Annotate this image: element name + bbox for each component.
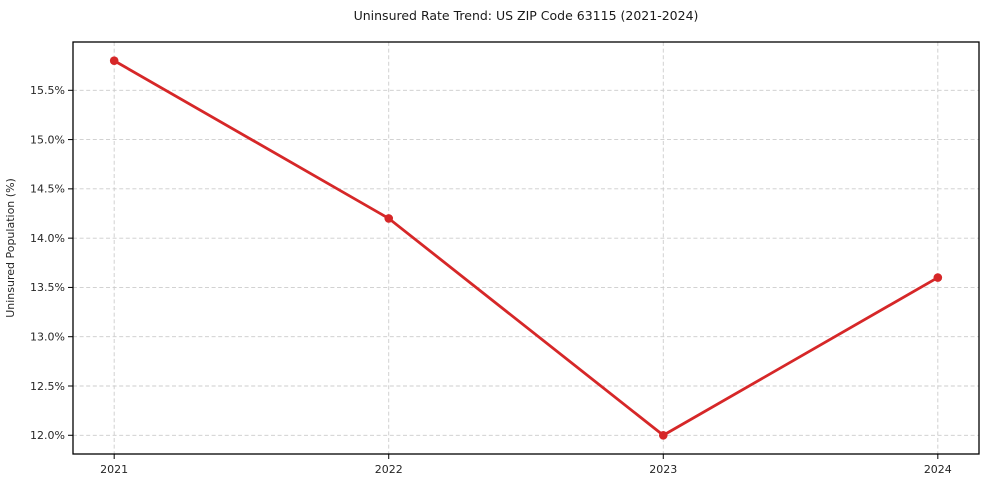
x-tick-label: 2022 — [375, 463, 403, 476]
x-tick-label: 2024 — [924, 463, 952, 476]
tick-layer: 12.0% 12.5% 13.0% 13.5% 14.0% 14.5% 15.0% 15.5%… — [30, 84, 952, 476]
plot-border — [72, 41, 980, 455]
x-tick-label: 2021 — [100, 463, 128, 476]
y-tick-label: 13.5% — [30, 281, 65, 294]
y-tick-label: 12.0% — [30, 429, 65, 442]
data-point-marker — [384, 214, 394, 223]
trend-line — [112, 59, 940, 437]
chart-title: Uninsured Rate Trend: US ZIP Code 63115 … — [354, 8, 699, 23]
y-axis-label: Uninsured Population (%) — [4, 178, 17, 318]
data-point-marker — [933, 273, 943, 282]
y-tick-label: 15.0% — [30, 133, 65, 146]
x-tick-label: 2023 — [649, 463, 677, 476]
y-tick-label: 14.5% — [30, 183, 65, 196]
data-point-marker — [109, 56, 119, 66]
y-tick-label: 12.5% — [30, 380, 65, 393]
grid-layer — [73, 42, 979, 454]
series-layer — [109, 56, 943, 440]
y-tick-label: 14.0% — [30, 232, 65, 245]
y-tick-label: 15.5% — [30, 84, 65, 97]
y-tick-label: 13.0% — [30, 331, 65, 344]
data-point-marker — [658, 430, 668, 440]
